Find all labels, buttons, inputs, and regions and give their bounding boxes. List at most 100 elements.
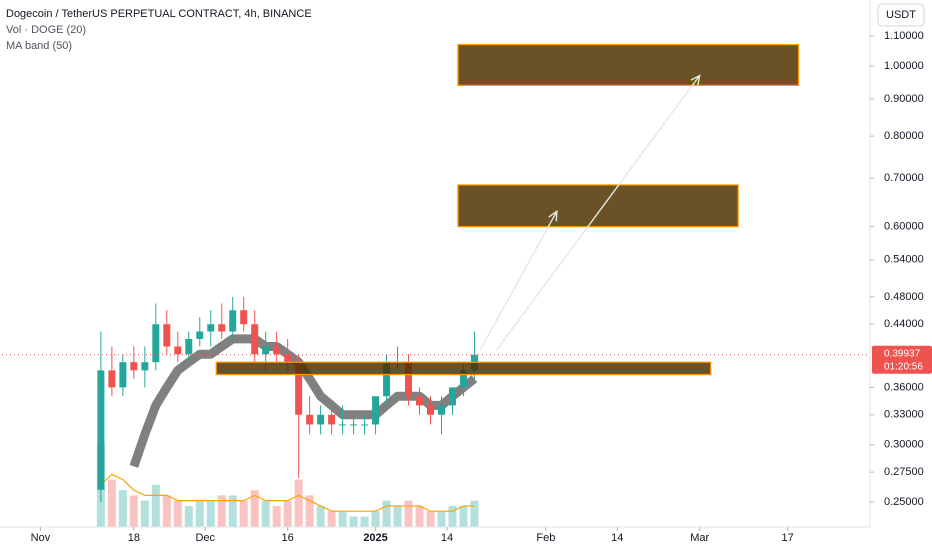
volume-bar [393, 505, 402, 527]
candle-body [185, 338, 193, 355]
volume-bar [283, 500, 292, 527]
volume-bar [195, 500, 204, 527]
y-tick-label: 0.54000 [884, 254, 924, 266]
price-zone [215, 361, 712, 376]
candle-body [97, 370, 105, 490]
candle-body [130, 362, 138, 371]
countdown-label: 01:20:56 [884, 361, 923, 372]
candle-body [350, 424, 358, 426]
price-zone [457, 43, 800, 87]
y-tick-label: 1.00000 [884, 60, 924, 72]
volume-bar [107, 479, 116, 527]
candle-body [328, 414, 336, 425]
x-tick-label: Nov [31, 532, 51, 544]
volume-bar [448, 505, 457, 527]
currency-button[interactable] [877, 3, 925, 27]
volume-bar [426, 511, 435, 527]
volume-bar [206, 500, 215, 527]
volume-bar [217, 495, 226, 527]
candle-body [405, 362, 413, 397]
candle-body [383, 362, 391, 397]
indicator-label: Vol · DOGE (20) [6, 24, 86, 36]
y-tick-label: 0.44000 [884, 318, 924, 330]
candle-body [284, 354, 292, 363]
candle-body [229, 310, 237, 332]
candle-body [416, 396, 424, 406]
candle-body [427, 405, 435, 415]
ma-band [129, 334, 478, 468]
candle-body [174, 346, 182, 355]
price-zone [457, 184, 739, 228]
candle-body [273, 346, 281, 355]
x-tick-label: Dec [195, 532, 215, 544]
plot-area [96, 43, 800, 527]
volume-bar [261, 500, 270, 527]
x-tick-label: Mar [690, 532, 709, 544]
candle-body [317, 414, 325, 425]
volume-bar [294, 479, 303, 527]
candle-body [459, 370, 467, 388]
candle-body [218, 324, 226, 332]
candle-body [119, 362, 127, 388]
volume-bar [327, 511, 336, 527]
y-tick-label: 1.10000 [884, 30, 924, 42]
volume-bar [459, 505, 468, 527]
last-price-box [872, 345, 932, 374]
candle-body [448, 387, 456, 406]
volume-bar [140, 500, 149, 527]
last-price-label: 0.39937 [884, 348, 921, 359]
candle-body [437, 405, 445, 415]
candle-body [108, 370, 116, 388]
volume-bar [250, 490, 259, 527]
x-tick-label: 16 [282, 532, 294, 544]
volume-bar [305, 495, 314, 527]
x-tick-label: 2025 [363, 532, 387, 544]
volume-bar [239, 500, 248, 527]
candle-body [141, 362, 149, 371]
volume-bar [415, 505, 424, 527]
y-tick-label: 0.36000 [884, 381, 924, 393]
volume-bar [118, 490, 127, 527]
chart-title: Dogecoin / TetherUS PERPETUAL CONTRACT, … [6, 8, 312, 20]
volume-bar [184, 505, 193, 527]
candle-body [295, 362, 303, 415]
candle-body [207, 324, 215, 332]
volume-ma-line [100, 473, 475, 512]
candle-body [251, 324, 259, 355]
currency-label[interactable]: USDT [886, 9, 916, 21]
y-tick-label: 0.30000 [884, 439, 924, 451]
y-tick-label: 0.27500 [884, 466, 924, 478]
candle-body [196, 331, 204, 339]
volume-bar [371, 511, 380, 527]
x-tick-label: 17 [781, 532, 793, 544]
volume-bar [162, 495, 171, 527]
y-tick-label: 0.90000 [884, 93, 924, 105]
y-tick-label: 0.33000 [884, 409, 924, 421]
volume-bar [272, 505, 281, 527]
x-tick-label: 18 [128, 532, 140, 544]
candle-body [240, 310, 248, 325]
volume-bar [404, 500, 413, 527]
y-tick-label: 0.60000 [884, 221, 924, 233]
volume-bar [338, 511, 347, 527]
y-tick-label: 0.70000 [884, 172, 924, 184]
candle-body [339, 424, 347, 426]
y-tick-label: 0.25000 [884, 496, 924, 508]
indicator-label: MA band (50) [6, 40, 72, 52]
candle-body [361, 424, 369, 426]
volume-bar [173, 500, 182, 527]
x-tick-label: Feb [536, 532, 555, 544]
candle-body [372, 396, 380, 425]
volume-bar [129, 495, 138, 527]
volume-bar [316, 505, 325, 527]
volume-bar [228, 495, 237, 527]
y-tick-label: 0.80000 [884, 130, 924, 142]
candle-body [262, 346, 270, 355]
volume-bar [437, 511, 446, 527]
candle-body [163, 324, 171, 347]
volume-bar [470, 500, 479, 527]
candle-body [306, 414, 314, 425]
y-tick-label: 0.48000 [884, 291, 924, 303]
arrow [479, 209, 558, 351]
